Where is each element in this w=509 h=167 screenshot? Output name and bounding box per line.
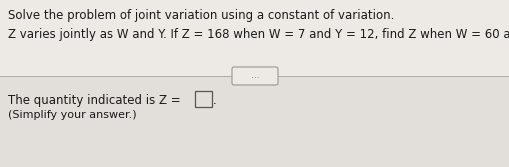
Text: ...: ... (250, 71, 259, 80)
Bar (0, 76, 509, 167)
FancyBboxPatch shape (195, 92, 212, 108)
Text: .: . (213, 94, 216, 107)
Text: The quantity indicated is Z =: The quantity indicated is Z = (8, 94, 180, 107)
Text: Z varies jointly as W and Y. If Z = 168 when W = 7 and Y = 12, find Z when W = 6: Z varies jointly as W and Y. If Z = 168 … (8, 28, 509, 41)
Bar (0, 0, 509, 76)
Text: (Simplify your answer.): (Simplify your answer.) (8, 110, 136, 120)
Text: Solve the problem of joint variation using a constant of variation.: Solve the problem of joint variation usi… (8, 9, 393, 22)
FancyBboxPatch shape (232, 67, 277, 85)
